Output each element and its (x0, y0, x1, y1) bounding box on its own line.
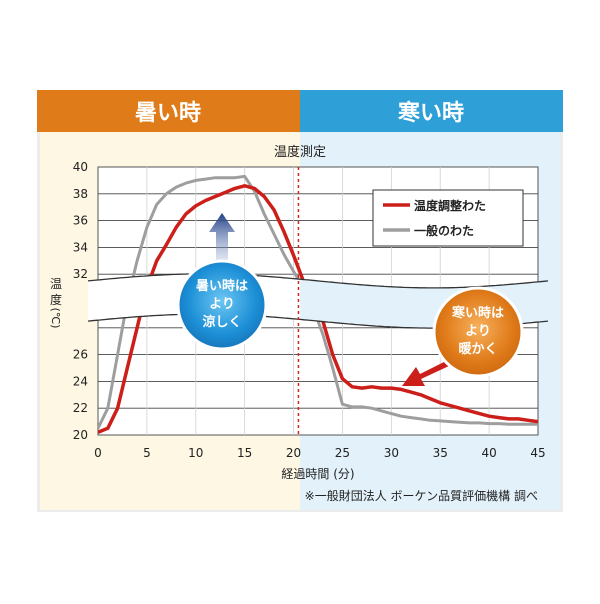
axis-break-edge-top (87, 273, 549, 289)
source-note: ※一般財団法人 ボーケン品質評価機構 調べ (305, 488, 538, 503)
x-tick-label-0: 0 (94, 446, 102, 460)
hot-annotation-bubble: 暑い時は より 涼しく (176, 259, 268, 351)
y-tick-label-34: 34 (73, 240, 88, 254)
hot-bubble-line1: 暑い時は (195, 278, 248, 294)
cold-annotation-bubble: 寒い時は より 暖かく (432, 286, 524, 378)
cold-bubble-line1: 寒い時は (451, 305, 504, 321)
x-tick-label-45: 45 (530, 446, 545, 460)
x-tick-label-20: 20 (286, 446, 301, 460)
cold-bubble-circle (432, 286, 524, 378)
y-axis-label-line2: 度 (50, 292, 62, 307)
y-tick-label-32: 32 (73, 267, 88, 281)
legend: 温度調整わた 一般のわた (372, 189, 524, 247)
y-tick-label-20: 20 (73, 428, 88, 442)
y-tick-label-24: 24 (73, 374, 88, 388)
cold-bubble-line3: 暖かく (458, 341, 497, 357)
legend-label-ordinary: 一般のわた (414, 223, 474, 238)
tick-layer: 0 5 10 15 20 25 30 35 40 45 20 22 24 26 32 34 36 38 40 (73, 160, 546, 460)
y-tick-label-22: 22 (73, 401, 88, 415)
x-tick-label-35: 35 (433, 446, 448, 460)
cold-bubble-line2: より (465, 324, 491, 339)
legend-box (372, 189, 524, 247)
x-tick-label-10: 10 (188, 446, 203, 460)
y-tick-label-38: 38 (73, 187, 88, 201)
y-tick-label-26: 26 (73, 348, 88, 362)
hot-header-label: 暑い時 (135, 101, 201, 126)
x-axis-label: 経過時間 (分) (281, 467, 354, 481)
x-tick-label-30: 30 (384, 446, 399, 460)
cold-header-bar (300, 90, 563, 132)
x-tick-label-5: 5 (143, 446, 151, 460)
legend-label-temp-regulating: 温度調整わた (414, 198, 486, 213)
y-axis-label-unit: (℃) (49, 308, 62, 329)
hot-bubble-line2: より (209, 297, 235, 312)
down-left-arrow-icon (402, 360, 449, 386)
y-axis-label-line1: 温 (50, 277, 62, 291)
cold-header-label: 寒い時 (398, 100, 464, 126)
y-tick-label-36: 36 (73, 214, 88, 228)
hot-header-bar (37, 90, 300, 132)
y-axis-label: 温 度 (℃) (49, 277, 62, 328)
hot-bubble-line3: 涼しく (202, 314, 241, 330)
up-arrow-icon (209, 213, 235, 268)
y-tick-label-40: 40 (73, 160, 88, 174)
x-tick-label-40: 40 (481, 446, 496, 460)
x-tick-label-15: 15 (237, 446, 252, 460)
hot-bubble-circle (176, 259, 268, 351)
x-tick-label-25: 25 (335, 446, 350, 460)
chart-title: 温度測定 (274, 144, 326, 160)
